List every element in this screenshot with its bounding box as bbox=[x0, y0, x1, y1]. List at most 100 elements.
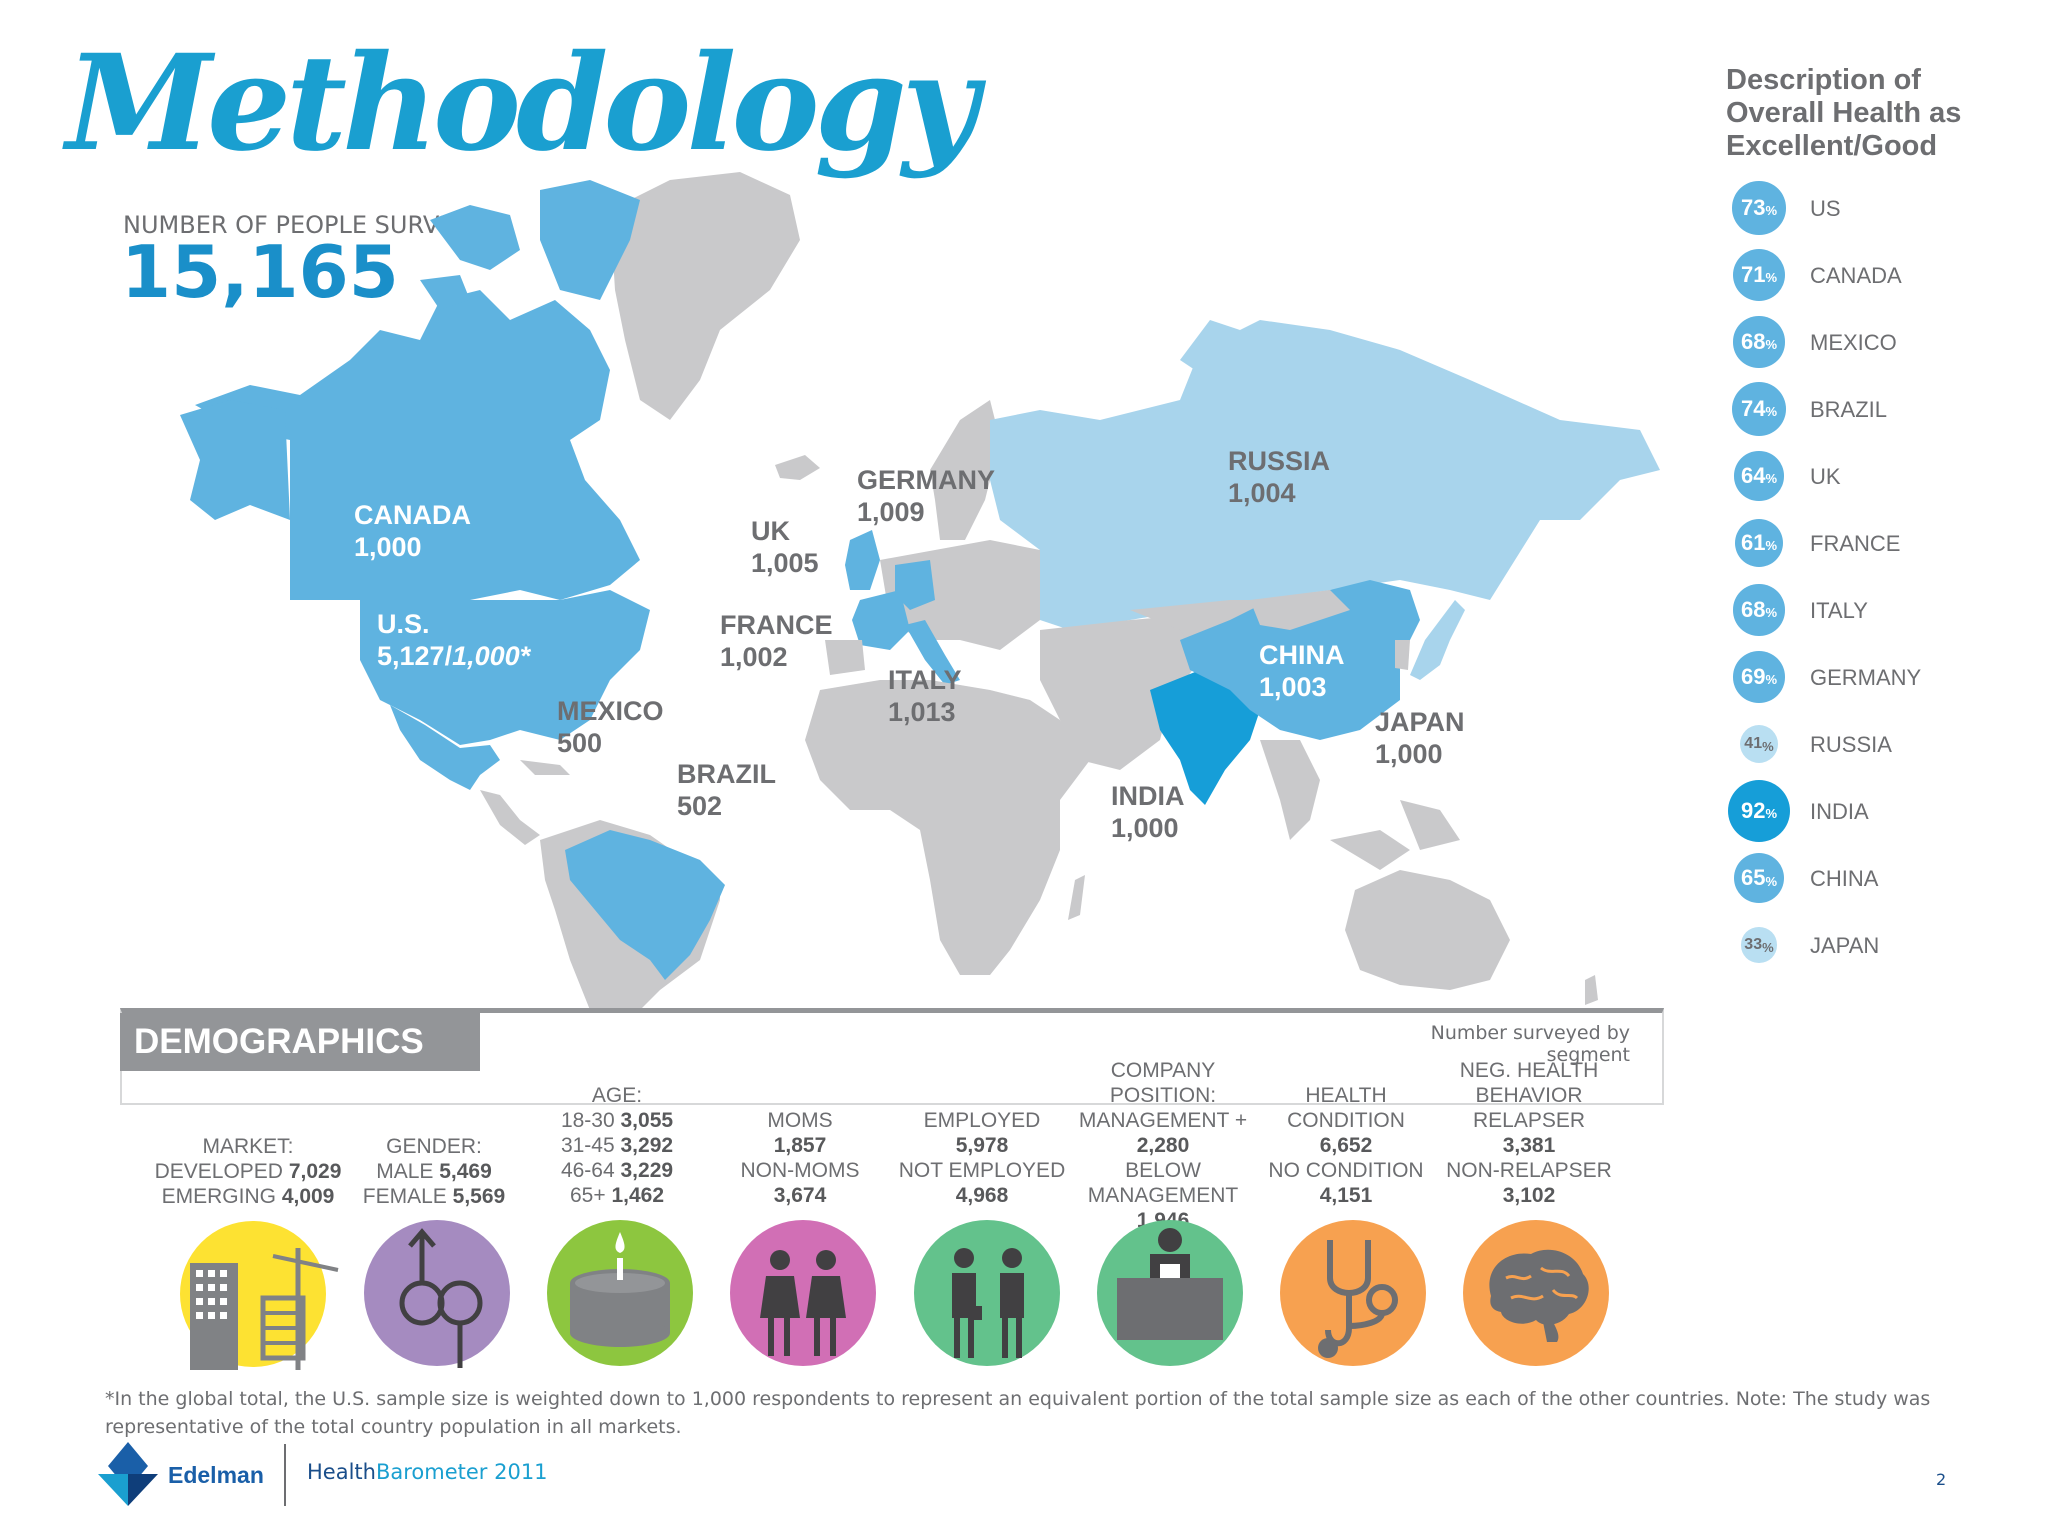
legend-value-circle: 74% bbox=[1732, 382, 1786, 436]
label-mexico: MEXICO 500 bbox=[557, 696, 664, 758]
legend-row: 65% CHINA bbox=[1727, 846, 2007, 910]
country-italy bbox=[905, 620, 960, 685]
region-central-america bbox=[480, 760, 570, 845]
label-uk: UK 1,005 bbox=[751, 516, 819, 578]
legend-country-name: MEXICO bbox=[1810, 330, 1897, 355]
legend-row: 61% FRANCE bbox=[1727, 511, 2007, 575]
label-canada: CANADA 1,000 bbox=[354, 500, 471, 562]
stethoscope-icon bbox=[1280, 1220, 1426, 1366]
legend-value-circle: 41% bbox=[1739, 724, 1779, 764]
legend-country-name: RUSSIA bbox=[1810, 732, 1892, 757]
edelman-logo-icon bbox=[98, 1442, 158, 1506]
state-alaska bbox=[180, 400, 290, 520]
legend-value-circle: 71% bbox=[1732, 248, 1786, 302]
legend-row: 33% JAPAN bbox=[1727, 913, 2007, 977]
legend-value-circle: 92% bbox=[1728, 780, 1790, 842]
label-china: CHINA 1,003 bbox=[1259, 640, 1345, 702]
legend-country-name: US bbox=[1810, 196, 1841, 221]
demo-health-relapse: NEG. HEALTH BEHAVIOR RELAPSER 3,381 NON-… bbox=[1446, 1059, 1612, 1207]
legend-country-name: JAPAN bbox=[1810, 933, 1880, 958]
country-iceland bbox=[775, 455, 820, 480]
island-madagascar bbox=[1068, 875, 1085, 920]
survey-total: 15,165 bbox=[121, 230, 399, 314]
legend-value-circle: 68% bbox=[1733, 316, 1785, 368]
legend-row: 68% ITALY bbox=[1727, 578, 2007, 642]
gender-symbols-icon bbox=[364, 1220, 510, 1368]
demo-company-position: COMPANY POSITION: MANAGEMENT + 2,280 BEL… bbox=[1078, 1059, 1248, 1232]
demo-moms: MOMS 1,857 NON-MOMS 3,674 bbox=[740, 1109, 860, 1207]
legend-value-circle: 68% bbox=[1733, 584, 1785, 636]
demographics-note: Number surveyed by segment bbox=[1430, 1022, 1630, 1066]
region-scandinavia bbox=[930, 400, 1000, 540]
continent-africa bbox=[805, 680, 1090, 975]
demo-market: MARKET: DEVELOPED 7,029 EMERGING 4,009 bbox=[154, 1135, 342, 1208]
country-greenland bbox=[610, 172, 800, 420]
mother-icon bbox=[730, 1220, 876, 1366]
legend-row: 41% RUSSIA bbox=[1727, 712, 2007, 776]
demo-employed: EMPLOYED 5,978 NOT EMPLOYED 4,968 bbox=[898, 1109, 1066, 1207]
report-title: HealthBarometer 2011 bbox=[307, 1460, 548, 1484]
region-southeast-asia bbox=[1260, 740, 1460, 870]
country-germany bbox=[895, 560, 935, 610]
country-france bbox=[852, 590, 910, 650]
legend-row: 73% US bbox=[1727, 176, 2007, 240]
country-us bbox=[360, 590, 650, 745]
brand-name: Edelman bbox=[168, 1462, 264, 1488]
label-germany: GERMANY 1,009 bbox=[857, 465, 996, 527]
label-brazil: BRAZIL 502 bbox=[677, 759, 776, 821]
country-australia bbox=[1345, 870, 1510, 990]
legend-country-name: FRANCE bbox=[1810, 531, 1901, 556]
legend-value-circle: 33% bbox=[1741, 927, 1777, 963]
country-mexico bbox=[390, 705, 500, 790]
legend-row: 69% GERMANY bbox=[1727, 645, 2007, 709]
legend-value-circle: 64% bbox=[1734, 451, 1784, 501]
footnote: *In the global total, the U.S. sample si… bbox=[105, 1388, 1931, 1438]
country-india bbox=[1150, 670, 1260, 805]
country-russia bbox=[990, 320, 1660, 630]
legend-value-circle: 73% bbox=[1732, 181, 1786, 235]
country-new-zealand bbox=[1585, 975, 1598, 1005]
country-china bbox=[1180, 580, 1420, 740]
region-middle-east bbox=[1040, 615, 1200, 770]
label-us: U.S. 5,127/1,000* bbox=[377, 609, 531, 671]
label-france: FRANCE 1,002 bbox=[720, 610, 833, 672]
island-novaya-zemlya bbox=[1180, 320, 1240, 380]
legend-country-name: ITALY bbox=[1810, 598, 1868, 623]
brain-icon bbox=[1463, 1220, 1609, 1366]
label-india: INDIA 1,000 bbox=[1111, 781, 1185, 843]
legend-country-name: GERMANY bbox=[1810, 665, 1922, 690]
buildings-icon bbox=[180, 1221, 339, 1370]
legend-country-name: BRAZIL bbox=[1810, 397, 1888, 422]
label-japan: JAPAN 1,000 bbox=[1375, 707, 1465, 769]
workers-icon bbox=[914, 1220, 1060, 1366]
legend-country-name: CHINA bbox=[1810, 866, 1879, 891]
legend-value-circle: 65% bbox=[1734, 853, 1784, 903]
legend-row: 74% BRAZIL bbox=[1727, 377, 2007, 441]
page-title: Methodology bbox=[66, 26, 979, 181]
country-spain bbox=[825, 640, 865, 675]
legend-row: 92% INDIA bbox=[1727, 779, 2007, 843]
legend-country-name: INDIA bbox=[1810, 799, 1869, 824]
label-russia: RUSSIA 1,004 bbox=[1228, 446, 1331, 508]
page-number: 2 bbox=[1936, 1470, 1947, 1489]
country-uk bbox=[845, 530, 880, 590]
footer-divider bbox=[284, 1444, 286, 1506]
world-map bbox=[180, 172, 1660, 1010]
legend-row: 64% UK bbox=[1727, 444, 2007, 508]
desk-icon bbox=[1097, 1220, 1243, 1366]
legend-value-circle: 61% bbox=[1735, 519, 1783, 567]
canada-arctic-islands bbox=[420, 180, 640, 310]
country-mongolia bbox=[1250, 590, 1350, 630]
legend-value-circle: 69% bbox=[1733, 651, 1785, 703]
demo-health-condition: HEALTH CONDITION 6,652 NO CONDITION 4,15… bbox=[1268, 1084, 1424, 1207]
legend-row: 71% CANADA bbox=[1727, 243, 2007, 307]
legend-row: 68% MEXICO bbox=[1727, 310, 2007, 374]
legend-country-name: UK bbox=[1810, 464, 1841, 489]
demographics-heading: DEMOGRAPHICS bbox=[120, 1013, 480, 1071]
legend-title: Description of Overall Health as Excelle… bbox=[1726, 64, 1962, 162]
country-brazil bbox=[565, 830, 725, 980]
demo-age: AGE: 18-30 3,055 31-45 3,292 46-64 3,229… bbox=[560, 1084, 674, 1207]
label-italy: ITALY 1,013 bbox=[888, 665, 962, 727]
cake-icon bbox=[547, 1220, 693, 1366]
country-japan bbox=[1410, 600, 1465, 680]
